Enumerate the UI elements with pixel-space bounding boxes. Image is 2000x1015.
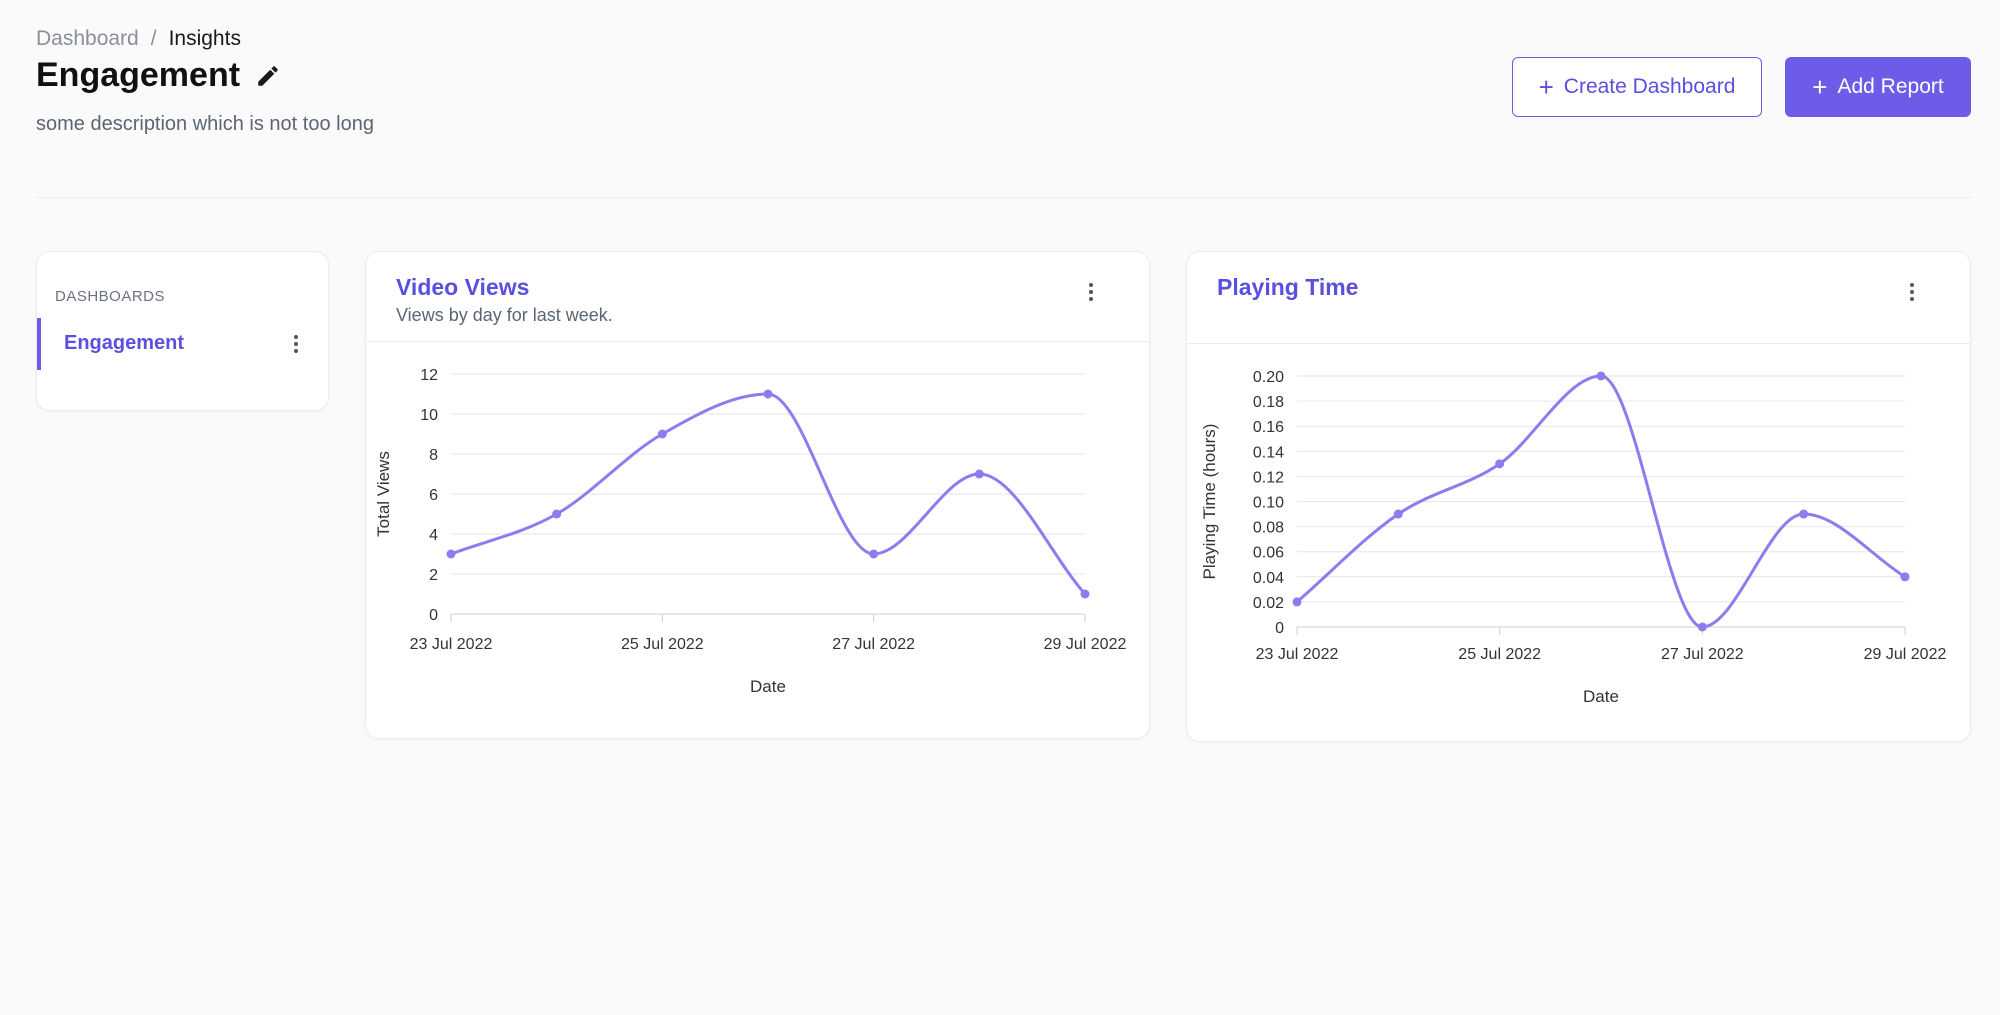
- x-tick-label: 25 Jul 2022: [1458, 646, 1541, 663]
- chart-subtitle: Views by day for last week.: [396, 305, 613, 325]
- y-tick-label: 0.08: [1253, 520, 1284, 537]
- data-point[interactable]: [657, 429, 667, 439]
- y-tick-label: 4: [429, 527, 438, 544]
- add-report-button[interactable]: + Add Report: [1785, 57, 1971, 117]
- data-point[interactable]: [1393, 509, 1403, 519]
- y-tick-label: 0.10: [1253, 495, 1284, 512]
- more-options-icon[interactable]: [1898, 278, 1926, 306]
- y-tick-label: 0.02: [1253, 595, 1284, 612]
- data-point[interactable]: [1080, 589, 1090, 599]
- video-views-chart: 0 2 4 6 8 10 12 23 Jul 2022 25 Jul 2022 27 Jul 20…: [374, 367, 1127, 696]
- playing-time-chart: 0 0.02 0.04 0.06 0.08 0.10 0.12 0.14 0.16 0.18 0.2…: [1200, 369, 1947, 706]
- data-point[interactable]: [869, 549, 879, 559]
- x-tick-label: 29 Jul 2022: [1044, 636, 1127, 653]
- y-tick-label: 0.04: [1253, 570, 1284, 587]
- y-tick-label: 8: [429, 447, 438, 464]
- header-divider: [36, 197, 1972, 198]
- create-dashboard-button[interactable]: + Create Dashboard: [1512, 57, 1762, 117]
- data-point[interactable]: [1292, 597, 1302, 607]
- x-tick-label: 23 Jul 2022: [1256, 646, 1339, 663]
- data-point[interactable]: [1799, 509, 1809, 519]
- y-tick-label: 12: [420, 367, 438, 384]
- data-point[interactable]: [763, 389, 773, 399]
- y-tick-label: 0.20: [1253, 369, 1284, 386]
- y-tick-label: 0.16: [1253, 419, 1284, 436]
- y-tick-label: 0.18: [1253, 394, 1284, 411]
- create-dashboard-label: Create Dashboard: [1563, 75, 1736, 98]
- plus-icon: +: [1538, 72, 1554, 102]
- data-point[interactable]: [1596, 371, 1606, 381]
- edit-title-button[interactable]: [252, 60, 284, 92]
- page-description: some description which is not too long: [36, 113, 374, 135]
- title-row: Engagement: [36, 56, 284, 95]
- x-axis-title: Date: [1583, 687, 1619, 706]
- y-tick-label: 6: [429, 487, 438, 504]
- y-tick-label: 0: [429, 607, 438, 624]
- x-tick-label: 29 Jul 2022: [1864, 646, 1947, 663]
- add-report-label: Add Report: [1837, 75, 1944, 98]
- more-options-icon[interactable]: [282, 330, 310, 358]
- data-point[interactable]: [1697, 622, 1707, 632]
- y-tick-label: 0.14: [1253, 444, 1284, 461]
- y-tick-label: 2: [429, 567, 438, 584]
- y-tick-label: 0.12: [1253, 469, 1284, 486]
- page-title: Engagement: [36, 56, 241, 94]
- sidebar-item-label: Engagement: [64, 332, 185, 354]
- breadcrumb: Dashboard / Insights: [36, 27, 241, 51]
- chart-title: Video Views: [396, 274, 530, 300]
- video-views-card: Video Views Views by day for last week. …: [365, 251, 1150, 739]
- chart-title: Playing Time: [1217, 274, 1359, 300]
- breadcrumb-separator: /: [150, 27, 157, 50]
- y-axis-title: Playing Time (hours): [1200, 424, 1219, 580]
- sidebar-item-engagement[interactable]: Engagement: [37, 318, 328, 370]
- data-point[interactable]: [446, 549, 456, 559]
- y-axis-title: Total Views: [374, 451, 393, 537]
- x-tick-label: 27 Jul 2022: [832, 636, 915, 653]
- breadcrumb-current: Insights: [168, 27, 241, 50]
- sidebar-heading: DASHBOARDS: [55, 288, 166, 305]
- data-point[interactable]: [552, 509, 562, 519]
- active-indicator: [37, 318, 41, 370]
- x-tick-label: 25 Jul 2022: [621, 636, 704, 653]
- chart-header: Video Views Views by day for last week.: [366, 252, 1149, 342]
- y-tick-label: 0: [1275, 620, 1284, 637]
- x-tick-label: 23 Jul 2022: [410, 636, 493, 653]
- playing-time-card: Playing Time 0 0.02 0.04 0.06 0.08 0.10 0.12 0.…: [1186, 251, 1971, 742]
- data-point[interactable]: [974, 469, 984, 479]
- dashboards-sidebar: DASHBOARDS Engagement: [36, 251, 329, 411]
- x-tick-label: 27 Jul 2022: [1661, 646, 1744, 663]
- data-point[interactable]: [1900, 572, 1910, 582]
- breadcrumb-dashboard-link[interactable]: Dashboard: [36, 27, 139, 50]
- y-tick-label: 0.06: [1253, 545, 1284, 562]
- data-point[interactable]: [1495, 459, 1505, 469]
- x-axis-title: Date: [750, 677, 786, 696]
- more-options-icon[interactable]: [1077, 278, 1105, 306]
- y-tick-label: 10: [420, 407, 438, 424]
- pencil-icon: [258, 65, 278, 86]
- plus-icon: +: [1812, 72, 1828, 102]
- chart-header: Playing Time: [1187, 252, 1970, 344]
